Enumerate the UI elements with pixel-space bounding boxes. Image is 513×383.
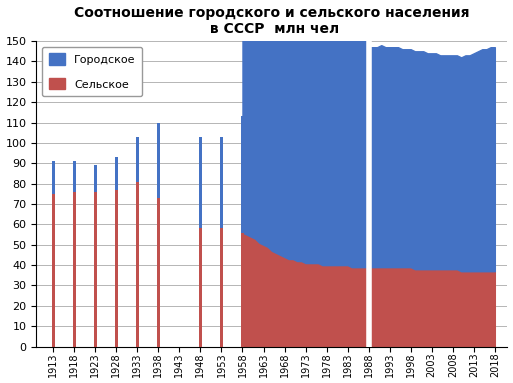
Bar bbox=[241, 116, 244, 347]
Bar bbox=[135, 137, 139, 347]
Bar bbox=[156, 198, 160, 347]
Bar bbox=[72, 161, 76, 347]
Bar bbox=[93, 165, 97, 347]
Bar bbox=[199, 137, 202, 347]
Bar bbox=[93, 192, 97, 347]
Bar bbox=[51, 161, 55, 347]
Title: Соотношение городского и сельского населения
 в СССР  млн чел: Соотношение городского и сельского насел… bbox=[74, 6, 470, 36]
Bar bbox=[220, 137, 223, 347]
Bar bbox=[114, 190, 118, 347]
Bar bbox=[114, 157, 118, 347]
Bar bbox=[220, 228, 223, 347]
Bar bbox=[156, 123, 160, 347]
Bar bbox=[51, 194, 55, 347]
Bar bbox=[72, 192, 76, 347]
Legend: Городское, Сельское: Городское, Сельское bbox=[42, 47, 142, 96]
Bar bbox=[135, 182, 139, 347]
Bar bbox=[199, 228, 202, 347]
Bar bbox=[241, 232, 244, 347]
